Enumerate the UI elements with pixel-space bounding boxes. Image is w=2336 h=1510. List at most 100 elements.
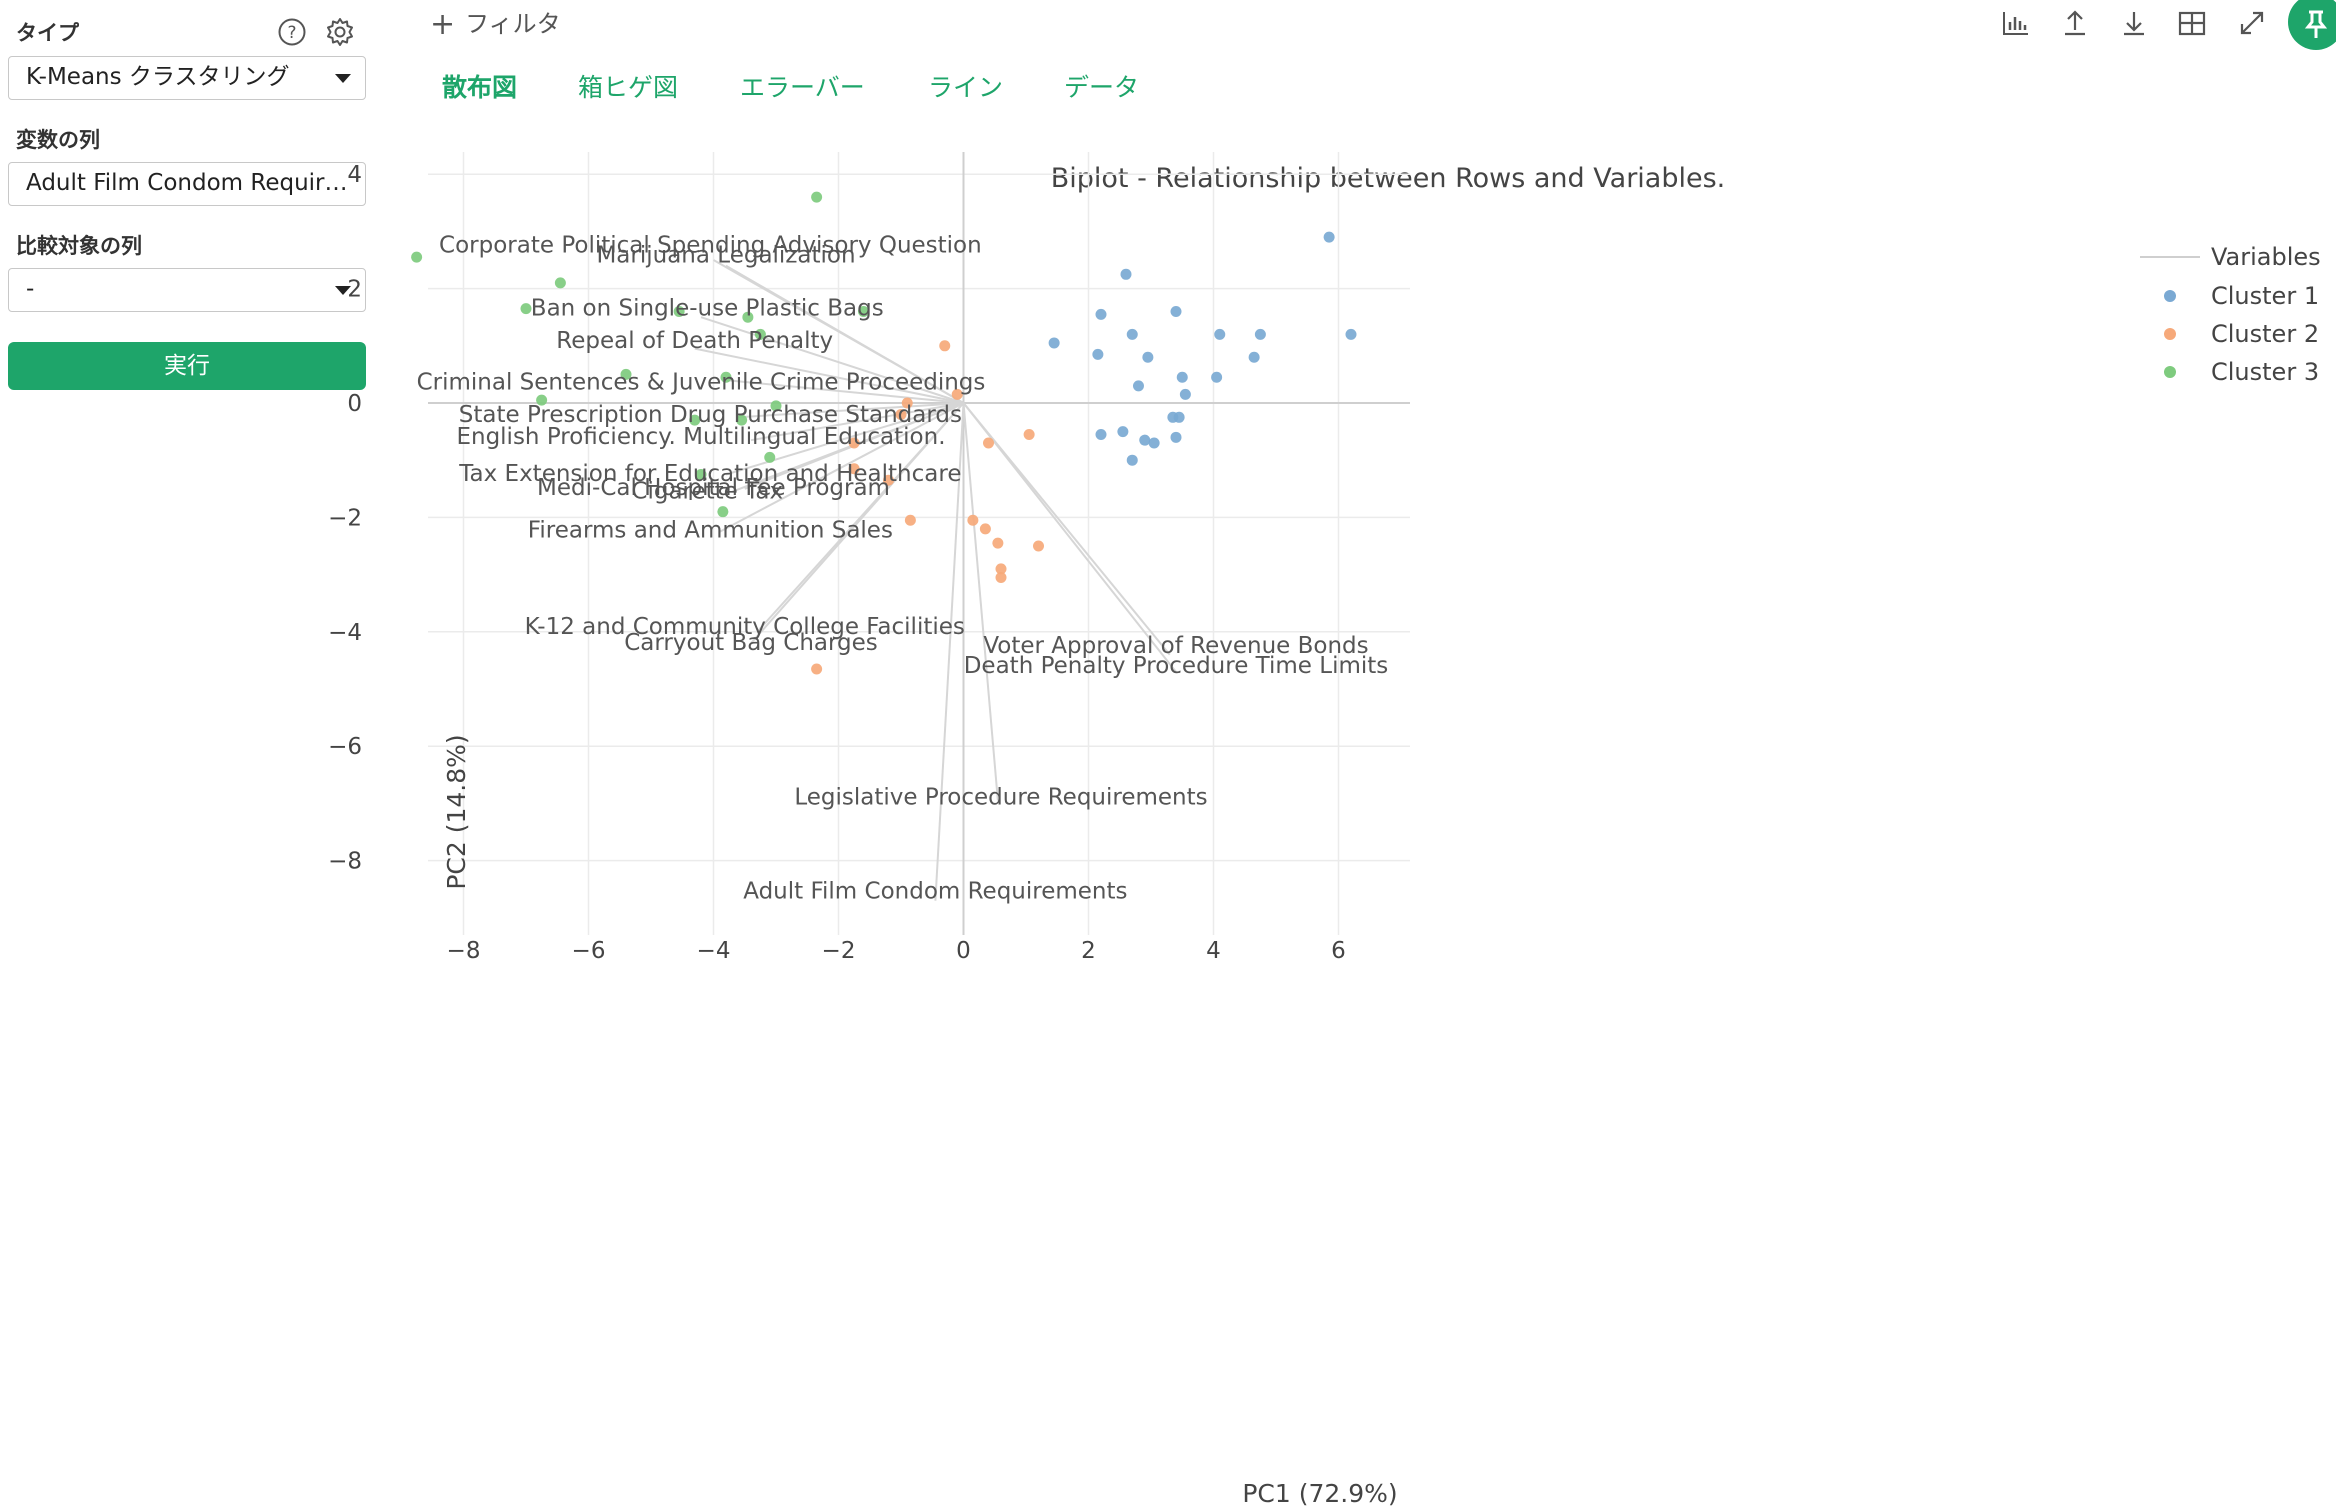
bar-chart-icon[interactable] [1999, 6, 2033, 40]
cluster-1-point [1179, 388, 1191, 400]
chart-title: Biplot - Relationship between Rows and V… [1051, 163, 1726, 194]
cluster-3-point [411, 251, 423, 263]
cluster-1-point [1148, 437, 1160, 449]
variable-label: Legislative Procedure Requirements [794, 785, 1207, 811]
type-select[interactable]: K-Means クラスタリング [8, 56, 366, 100]
cluster-1-point [1248, 351, 1260, 363]
variable-vector [731, 402, 964, 493]
gear-icon[interactable] [324, 16, 356, 48]
x-tick-label: 0 [956, 938, 971, 964]
variable-label: K-12 and Community College Facilities [525, 614, 965, 640]
variable-label: Adult Film Condom Requirements [743, 878, 1127, 904]
tab-scatter[interactable]: 散布図 [442, 73, 518, 102]
upload-icon[interactable] [2058, 6, 2092, 40]
table-grid-icon[interactable] [2175, 6, 2209, 40]
cluster-1-point [1211, 371, 1223, 383]
chevron-down-icon [335, 74, 351, 83]
variable-label: State Prescription Drug Purchase Standar… [459, 402, 962, 428]
download-icon[interactable] [2117, 6, 2151, 40]
variable-label: Carryout Bag Charges [624, 630, 878, 656]
cluster-2-point [995, 563, 1007, 575]
variable-label: Marijuana Legalization [596, 242, 855, 268]
cluster-1-point [1117, 426, 1129, 438]
variable-vector [738, 402, 964, 419]
legend-cluster-3-marker [2164, 366, 2176, 378]
cluster-3-point [858, 305, 869, 317]
x-tick-label: 6 [1331, 938, 1346, 964]
variable-label: Death Penalty Procedure Time Limits [964, 653, 1389, 679]
variable-vector [700, 316, 964, 404]
help-circle-icon[interactable]: ? [276, 16, 308, 48]
cluster-1-point [1254, 328, 1266, 340]
variable-vector [725, 379, 964, 404]
cluster-1-point [1176, 371, 1188, 383]
variable-vector [962, 402, 1177, 673]
variable-label: Corporate Political Spending Advisory Qu… [439, 233, 982, 259]
legend: Variables Cluster 1 Cluster 2 Cluster 3 [2140, 243, 2321, 386]
cluster-1-point [1126, 454, 1138, 466]
svg-text:?: ? [287, 23, 296, 43]
variable-labels: Corporate Political Spending Advisory Qu… [417, 233, 1389, 905]
variable-label: Ban on Single-use Plastic Bags [531, 295, 884, 321]
cluster-3-point [695, 469, 707, 480]
cluster-2-point [983, 437, 994, 449]
sidebar: タイプ ? K-Means クラスタリング 変数の列 Adult Film Co… [0, 0, 380, 1510]
cluster-1-point [1170, 431, 1182, 443]
compare-select[interactable]: - [8, 268, 366, 312]
cluster-3-point [770, 400, 782, 412]
y-tick-label: −4 [328, 620, 362, 646]
cluster-2-point [895, 408, 907, 420]
cluster-2-point [811, 663, 823, 675]
cluster-3-point [742, 311, 754, 323]
x-tick-label: −6 [572, 938, 606, 964]
filter-label: フィルタ [465, 10, 561, 38]
chevron-down-icon [335, 286, 351, 295]
run-button[interactable]: 実行 [8, 342, 366, 390]
tab-line[interactable]: ライン [928, 73, 1004, 102]
variable-vector [750, 402, 964, 442]
variable-label: Voter Approval of Revenue Bonds [983, 633, 1368, 659]
variable-vector [962, 402, 999, 801]
cluster-1-point [1323, 231, 1335, 243]
cluster-2-point [939, 340, 951, 352]
type-label: タイプ [16, 21, 79, 45]
filter-button[interactable]: + フィルタ [430, 4, 561, 42]
cluster-1-point [1120, 268, 1132, 280]
variable-label: Firearms and Ammunition Sales [528, 517, 893, 543]
variables-input[interactable]: Adult Film Condom Requir… [8, 162, 366, 206]
variable-label: Tax Extension for Education and Healthca… [458, 461, 961, 487]
tab-errorbar[interactable]: エラーバー [740, 73, 865, 102]
cluster-2-point [967, 514, 979, 526]
expand-icon[interactable] [2235, 6, 2269, 40]
tab-data[interactable]: データ [1064, 73, 1140, 102]
cluster-2-point [979, 523, 991, 535]
variable-vector [750, 402, 965, 644]
cluster-1-point [1048, 337, 1060, 349]
y-tick-label: 4 [347, 162, 362, 188]
cluster-2-point [901, 397, 913, 409]
cluster-2-point [848, 463, 860, 475]
x-tick-label: 2 [1081, 938, 1096, 964]
y-tick-label: −8 [328, 849, 362, 875]
variable-label: Medi-Cal Hospital Fee Program [537, 475, 890, 501]
cluster-3-point [717, 506, 729, 518]
x-axis-label: PC1 (72.9%) [1242, 1479, 1397, 1508]
legend-cluster-1-label: Cluster 1 [2211, 282, 2319, 310]
cluster-2-point [1033, 540, 1044, 552]
cluster-3-point [811, 191, 823, 203]
cluster-3-point [764, 451, 776, 463]
y-tick-label: 2 [347, 277, 362, 303]
data-points [411, 191, 1357, 675]
pin-icon[interactable] [2288, 0, 2336, 50]
variable-vector [725, 402, 964, 476]
cluster-2-point [995, 571, 1007, 583]
variables-label: 変数の列 [16, 128, 100, 152]
tab-boxplot[interactable]: 箱ヒゲ図 [578, 73, 679, 102]
cluster-1-point [1133, 380, 1144, 392]
x-tick-label: −4 [697, 938, 731, 964]
cluster-3-point [720, 371, 732, 383]
cluster-1-point [1095, 308, 1107, 320]
cluster-2-point [848, 437, 860, 449]
variable-label: Criminal Sentences & Juvenile Crime Proc… [417, 369, 986, 395]
